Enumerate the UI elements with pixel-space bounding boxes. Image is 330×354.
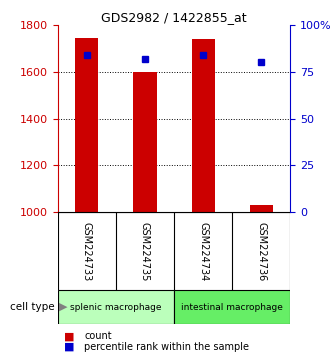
Text: ▶: ▶ <box>59 302 68 312</box>
Text: cell type: cell type <box>10 302 54 312</box>
Bar <box>58 290 174 324</box>
Text: ■: ■ <box>64 342 75 352</box>
Bar <box>250 205 273 212</box>
Bar <box>191 39 215 212</box>
Text: percentile rank within the sample: percentile rank within the sample <box>84 342 249 352</box>
Text: GSM224733: GSM224733 <box>82 222 92 281</box>
Bar <box>174 290 290 324</box>
Title: GDS2982 / 1422855_at: GDS2982 / 1422855_at <box>101 11 247 24</box>
Text: GSM224736: GSM224736 <box>256 222 266 281</box>
Bar <box>133 72 157 212</box>
Text: ■: ■ <box>64 331 75 341</box>
Text: GSM224735: GSM224735 <box>140 222 150 281</box>
Text: intestinal macrophage: intestinal macrophage <box>181 303 283 312</box>
Text: GSM224734: GSM224734 <box>198 222 208 281</box>
Text: splenic macrophage: splenic macrophage <box>70 303 162 312</box>
Text: count: count <box>84 331 112 341</box>
Bar <box>75 38 98 212</box>
